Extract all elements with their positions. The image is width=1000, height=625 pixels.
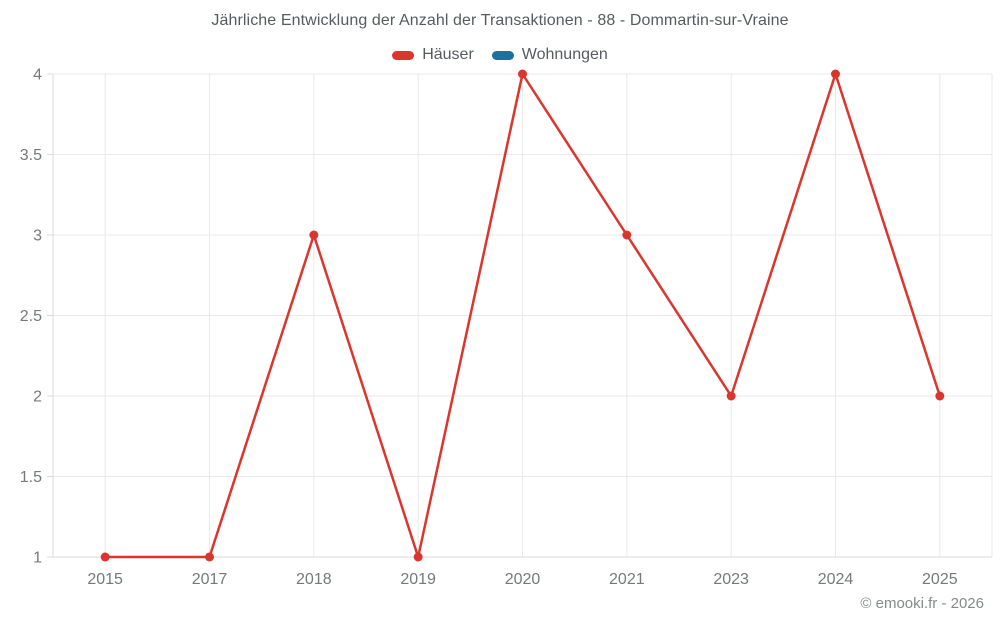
data-point-2019[interactable]: [413, 552, 423, 562]
y-tick-label: 1: [33, 550, 42, 567]
y-tick-label: 1.5: [20, 469, 42, 486]
y-tick-label: 3.5: [20, 147, 42, 164]
data-point-2024[interactable]: [831, 69, 840, 79]
data-point-2021[interactable]: [622, 230, 632, 240]
y-tick-label: 2.5: [20, 308, 42, 325]
x-tick-label: 2021: [609, 571, 645, 588]
data-point-2017[interactable]: [205, 552, 214, 562]
copyright-credit: © emooki.fr - 2026: [860, 595, 984, 612]
legend-swatch-häuser: [392, 50, 415, 60]
legend-item-häuser[interactable]: Häuser: [392, 46, 474, 64]
y-gridlines: [47, 73, 992, 558]
x-tick-label: 2023: [713, 571, 749, 588]
x-tick-label: 2017: [192, 571, 228, 588]
x-tick-label: 2015: [87, 571, 123, 588]
x-tick-label: 2020: [505, 571, 541, 588]
y-tick-label: 2: [33, 389, 42, 406]
x-tick-label: 2024: [818, 571, 854, 588]
chart-legend: Häuser Wohnungen: [0, 46, 1000, 64]
legend-label: Wohnungen: [521, 46, 608, 63]
data-point-2025[interactable]: [935, 391, 945, 401]
x-tick-label: 2019: [400, 571, 436, 588]
data-point-2015[interactable]: [100, 552, 110, 562]
y-axis-labels: 1 1.5 2 2.5 3 3.5 4: [20, 67, 42, 567]
series-häuser: [100, 69, 945, 562]
x-axis-labels: 2015 2017 2018 2019 2020 2021 2023 2024 2025: [87, 571, 957, 588]
data-point-2018[interactable]: [309, 230, 319, 240]
legend-label: Häuser: [422, 46, 474, 63]
data-point-2023[interactable]: [726, 391, 736, 401]
x-tick-label: 2018: [296, 571, 332, 588]
y-tick-label: 3: [33, 228, 42, 245]
legend-swatch-wohnungen: [491, 50, 514, 60]
data-point-2020[interactable]: [518, 69, 527, 79]
x-tick-label: 2025: [922, 571, 958, 588]
legend-item-wohnungen[interactable]: Wohnungen: [491, 46, 608, 64]
y-tick-label: 4: [33, 67, 42, 84]
chart-title: Jährliche Entwicklung der Anzahl der Tra…: [211, 12, 789, 29]
